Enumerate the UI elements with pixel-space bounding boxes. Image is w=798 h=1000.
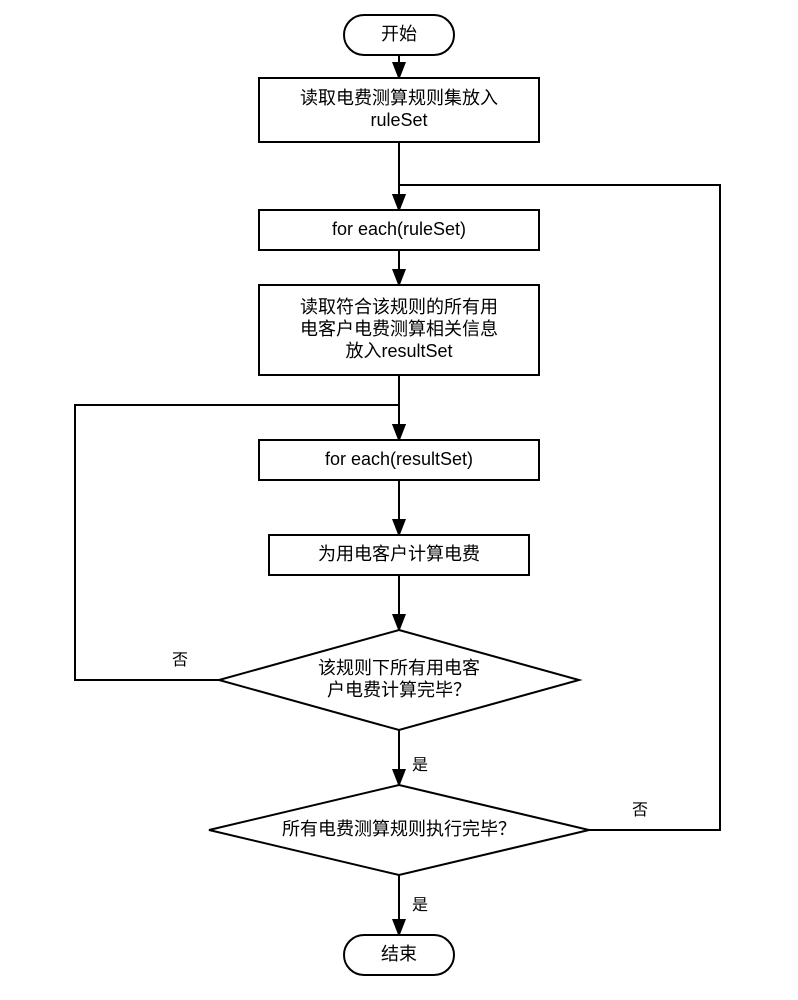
node-dec1: 该规则下所有用电客户电费计算完毕？ xyxy=(219,630,579,730)
edge-label: 是 xyxy=(412,897,428,914)
svg-text:为用电客户计算电费: 为用电客户计算电费 xyxy=(318,544,480,564)
svg-text:放入resultSet: 放入resultSet xyxy=(345,341,452,361)
svg-text:读取符合该规则的所有用: 读取符合该规则的所有用 xyxy=(300,297,498,317)
svg-text:for each(resultSet): for each(resultSet) xyxy=(325,449,473,469)
node-start: 开始 xyxy=(344,15,454,55)
edge-label: 是 xyxy=(412,757,428,774)
node-forRule: for each(ruleSet) xyxy=(259,210,539,250)
svg-text:ruleSet: ruleSet xyxy=(370,110,427,130)
svg-text:开始: 开始 xyxy=(381,24,417,44)
svg-text:所有电费测算规则执行完毕？: 所有电费测算规则执行完毕？ xyxy=(282,819,516,839)
edge-label: 否 xyxy=(632,802,648,819)
node-end: 结束 xyxy=(344,935,454,975)
svg-text:结束: 结束 xyxy=(381,944,417,964)
svg-text:户电费计算完毕？: 户电费计算完毕？ xyxy=(327,680,471,700)
edge xyxy=(399,185,720,830)
svg-text:该规则下所有用电客: 该规则下所有用电客 xyxy=(318,658,480,678)
node-readRuleSet: 读取电费测算规则集放入ruleSet xyxy=(259,78,539,142)
node-forResult: for each(resultSet) xyxy=(259,440,539,480)
node-readResultSet: 读取符合该规则的所有用电客户电费测算相关信息放入resultSet xyxy=(259,285,539,375)
edge-label: 否 xyxy=(172,652,188,669)
node-calc: 为用电客户计算电费 xyxy=(269,535,529,575)
flowchart-canvas: 是是否否开始读取电费测算规则集放入ruleSetfor each(ruleSet… xyxy=(0,0,798,1000)
svg-text:for each(ruleSet): for each(ruleSet) xyxy=(332,219,466,239)
svg-text:电客户电费测算相关信息: 电客户电费测算相关信息 xyxy=(300,319,498,339)
node-dec2: 所有电费测算规则执行完毕？ xyxy=(209,785,589,875)
svg-text:读取电费测算规则集放入: 读取电费测算规则集放入 xyxy=(300,88,498,108)
